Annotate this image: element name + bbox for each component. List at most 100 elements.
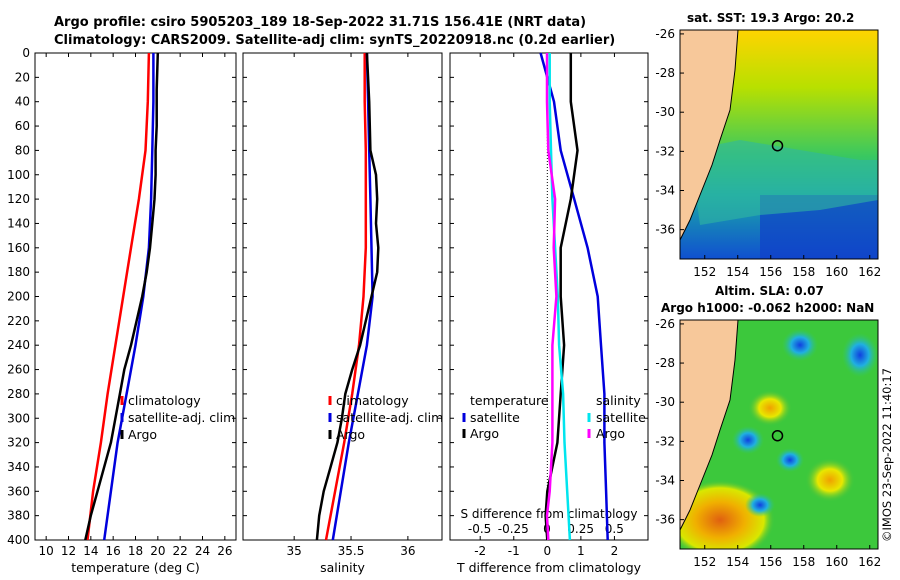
sla-map: 152 154 156 158 160 162 -26 -28 -30 -32 -34 -36 [655,317,881,569]
legend-label: Argo [470,426,499,441]
legend-label: climatology [128,393,201,408]
y-tick-label: 220 [7,314,30,328]
sst-map-axes: 152 154 156 158 160 162 -26 -28 -30 -32 -34 -36 [655,27,881,279]
sla-float-marker [771,429,784,442]
secondary-x-tick-label: -0.5 [468,522,491,536]
y-tick-label: 320 [7,436,30,450]
panel-frame [242,52,443,541]
map-x-tick-label: 162 [858,265,881,279]
x-tick-label: 0 [544,544,552,558]
legend-label: climatology [336,393,409,408]
x-tick-label: 10 [39,544,54,558]
x-tick-label: 12 [61,544,76,558]
secondary-x-axis-label: S difference from climatology [461,507,638,521]
x-tick-label: 36 [400,544,415,558]
sla-land [680,320,738,530]
series-line [544,53,579,541]
map-x-tick-label: 160 [825,555,848,569]
map-y-tick-label: -28 [655,66,675,80]
y-tick-label: 0 [22,46,30,60]
series-line [545,53,558,541]
series-line [315,52,380,541]
x-tick-label: 22 [173,544,188,558]
sla-map-title-1: Altim. SLA: 0.07 [715,284,824,298]
panel-frame [34,52,237,541]
legend-label: satellite-adj. clim [128,410,235,425]
x-axis-label: temperature (deg C) [71,560,200,575]
y-tick-label: 380 [7,509,30,523]
sst-land [680,30,738,240]
sla-warm-eddy-north [748,390,792,426]
y-tick-label: 260 [7,363,30,377]
temperature-panel: 0 20 40 60 80 100 120 140 160 180 200 220 240 260 280 3… [7,46,237,575]
x-tick-label: 35.5 [338,544,365,558]
map-x-tick-label: 156 [759,265,782,279]
sst-map-title: sat. SST: 19.3 Argo: 20.2 [687,11,854,25]
map-x-tick-label: 162 [858,555,881,569]
x-tick-label: 24 [195,544,210,558]
series-line [539,52,609,541]
legend-label: satellite-adj. clim [336,410,443,425]
sla-map-title-2: Argo h1000: -0.062 h2000: NaN [661,301,874,315]
legend-salinity-header: salinity [596,393,641,408]
y-tick-label: 340 [7,460,30,474]
y-tick-label: 240 [7,338,30,352]
series-line [548,53,572,541]
y-tick-label: 20 [15,70,30,84]
y-tick-label: 140 [7,216,30,230]
sla-cold-eddy-center [776,448,804,472]
map-x-tick-label: 158 [792,265,815,279]
salinity-panel: 35 35.5 36 salinity climatology satellite-adj… [242,52,443,575]
x-tick-label: 1 [577,544,585,558]
map-y-tick-label: -26 [655,317,675,331]
sla-coastline [680,320,739,531]
x-tick-label: 16 [106,544,121,558]
map-x-tick-label: 160 [825,265,848,279]
map-y-tick-label: -34 [655,473,675,487]
x-axis-label: T difference from climatology [456,560,642,575]
series-line [324,53,368,541]
map-y-tick-label: -34 [655,183,675,197]
map-x-tick-label: 152 [693,265,716,279]
imos-credit: ©IMOS 23-Sep-2022 11:40:17 [880,368,894,542]
sla-cold-eddy-west [732,426,764,454]
y-tick-label: 60 [15,119,30,133]
map-y-tick-label: -36 [655,223,675,237]
legend-temperature-header: temperature [470,393,549,408]
secondary-x-tick-label: 0.25 [567,522,594,536]
y-tick-label: 100 [7,168,30,182]
y-tick-label: 120 [7,192,30,206]
sst-float-marker [771,139,784,152]
y-tick-label: 160 [7,241,30,255]
y-tick-label: 400 [7,533,30,547]
map-y-tick-label: -26 [655,27,675,41]
y-tick-label: 200 [7,290,30,304]
y-tick-label: 40 [15,95,30,109]
series-line [84,52,160,541]
sla-cold-eddy-south [745,493,775,517]
map-x-tick-label: 156 [759,555,782,569]
x-tick-label: -1 [508,544,520,558]
series-line [86,52,151,541]
map-y-tick-label: -30 [655,105,675,119]
map-x-tick-label: 158 [792,555,815,569]
title-line-2: Climatology: CARS2009. Satellite-adj cli… [54,33,616,48]
map-y-tick-label: -30 [655,395,675,409]
y-tick-label: 300 [7,411,30,425]
secondary-x-tick-label: -0.25 [498,522,529,536]
legend-label: Argo [128,427,157,442]
x-tick-label: 18 [128,544,143,558]
sla-warm-eddy-east [805,458,855,502]
x-axis-label: salinity [320,560,365,575]
y-tick-label: 280 [7,387,30,401]
x-tick-label: 26 [217,544,232,558]
legend-label: satellite [470,410,520,425]
panel-frame [449,52,649,541]
sst-map-frame [679,29,879,260]
sla-map-axes: 152 154 156 158 160 162 -26 -28 -30 -32 -34 -36 [655,317,881,569]
map-y-tick-label: -32 [655,144,675,158]
legend-label: satellite [596,410,646,425]
x-tick-label: -2 [474,544,486,558]
x-tick-label: 2 [611,544,619,558]
x-tick-label: 20 [150,544,165,558]
